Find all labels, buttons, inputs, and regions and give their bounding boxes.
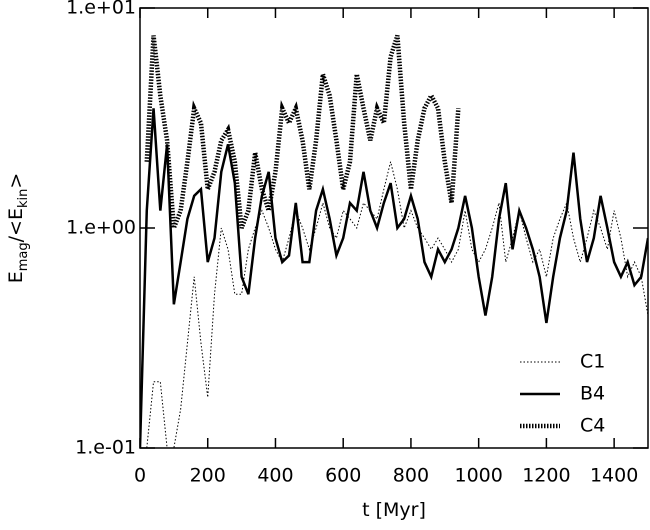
y-axis-label: Emag/<Ekin> [5,173,31,284]
legend-label: C4 [580,415,605,437]
legend-label: C1 [580,351,605,373]
legend-label: B4 [580,383,605,405]
y-tick-label: 1.e+00 [66,217,136,239]
x-tick-label: 400 [257,465,293,487]
y-label-part: /<E [5,208,27,242]
x-tick-label: 1000 [454,465,502,487]
plot-area [140,34,648,448]
x-tick-label: 1400 [590,465,638,487]
data-line [140,161,648,448]
x-tick-label: 600 [325,465,361,487]
x-axis-label: t [Myr] [362,499,426,521]
x-tick-label: 1200 [522,465,570,487]
y-tick-label: 1.e-01 [75,437,136,459]
y-label-part: kin [16,189,31,208]
y-label-part: mag [16,242,31,271]
x-tick-label: 200 [190,465,226,487]
x-tick-label: 800 [393,465,429,487]
data-line [140,108,648,448]
y-tick-label: 1.e+01 [66,0,136,19]
y-label-part: > [5,173,27,189]
y-label-part: E [5,271,27,283]
x-tick-label: 0 [134,465,146,487]
